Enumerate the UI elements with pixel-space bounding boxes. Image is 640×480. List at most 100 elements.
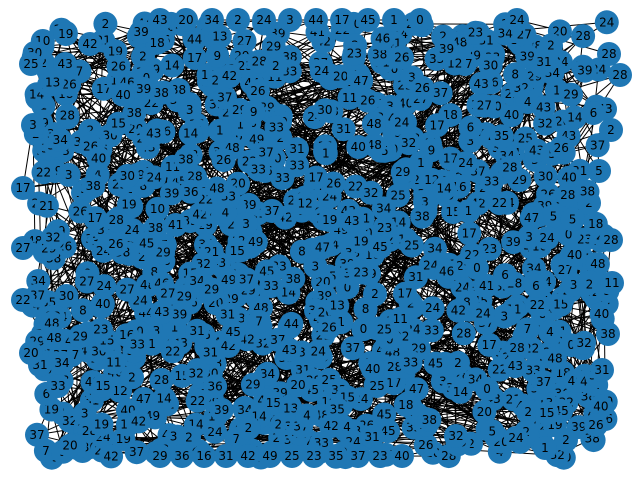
- graph-node: 37: [124, 440, 149, 465]
- graph-node: 23: [463, 20, 488, 45]
- graph-node: 22: [31, 160, 56, 185]
- graph-node: 6: [523, 273, 548, 298]
- node-label: 37: [129, 445, 144, 459]
- graph-node: 30: [312, 98, 337, 123]
- graph-node: 42: [446, 298, 471, 323]
- node-label: 2: [185, 430, 193, 444]
- graph-node: 24: [471, 301, 496, 326]
- node-label: 17: [462, 226, 477, 240]
- graph-node: 26: [245, 79, 270, 104]
- node-label: 18: [398, 398, 413, 412]
- graph-node: 38: [173, 147, 198, 172]
- node-label: 28: [560, 188, 575, 202]
- graph-node: 28: [571, 24, 596, 49]
- graph-node: 39: [209, 397, 234, 422]
- graph-node: 37: [25, 422, 49, 447]
- node-label: 22: [165, 344, 180, 358]
- node-label: 10: [150, 202, 165, 216]
- node-label: 33: [424, 323, 439, 337]
- graph-node: 26: [410, 75, 435, 100]
- node-label: 3: [311, 259, 319, 273]
- node-label: 28: [575, 29, 590, 43]
- node-label: 1: [148, 337, 156, 351]
- graph-node: 29: [559, 82, 583, 107]
- node-label: 31: [189, 324, 204, 338]
- graph-node: 2: [120, 365, 144, 390]
- node-label: 35: [330, 403, 345, 417]
- graph-node: 5: [480, 419, 505, 444]
- node-label: 17: [482, 338, 497, 352]
- graph-node: 48: [205, 176, 229, 201]
- graph-node: 24: [142, 165, 167, 190]
- node-label: 26: [111, 60, 126, 74]
- node-label: 40: [365, 362, 380, 376]
- graph-node: 18: [393, 392, 418, 417]
- node-label: 20: [333, 69, 348, 83]
- node-label: 47: [354, 74, 369, 88]
- node-label: 19: [58, 27, 73, 41]
- node-label: 24: [394, 116, 409, 130]
- node-label: 0: [360, 322, 368, 336]
- node-label: 24: [425, 301, 440, 315]
- graph-node: 22: [160, 339, 185, 364]
- graph-node: 20: [286, 373, 310, 398]
- graph-node: 45: [134, 231, 159, 256]
- node-label: 40: [504, 108, 519, 122]
- node-label: 3: [65, 168, 73, 182]
- node-label: 9: [213, 49, 221, 63]
- graph-node: 9: [205, 43, 230, 68]
- node-label: 2: [272, 59, 280, 73]
- node-label: 39: [214, 403, 229, 417]
- node-label: 27: [120, 283, 135, 297]
- node-label: 33: [264, 279, 279, 293]
- graph-node: 34: [423, 236, 447, 261]
- graph-node: 35: [325, 397, 350, 422]
- graph-node: 26: [211, 148, 236, 173]
- node-label: 3: [500, 310, 508, 324]
- node-label: 28: [154, 373, 169, 387]
- node-label: 2: [454, 356, 462, 370]
- node-label: 31: [365, 430, 380, 444]
- graph-node: 33: [264, 115, 289, 140]
- node-label: 31: [203, 346, 218, 360]
- node-label: 43: [474, 77, 489, 91]
- node-label: 24: [147, 170, 162, 184]
- graph-node: 28: [451, 321, 476, 346]
- node-label: 32: [45, 231, 60, 245]
- node-label: 43: [344, 214, 359, 228]
- graph-node: 4: [537, 319, 562, 344]
- graph-node: 15: [106, 111, 131, 136]
- node-label: 34: [427, 242, 442, 256]
- node-label: 1: [216, 124, 224, 138]
- node-label: 48: [366, 117, 381, 131]
- graph-node: 6: [458, 115, 483, 140]
- node-label: 4: [546, 325, 554, 339]
- graph-node: 37: [234, 267, 259, 292]
- graph-node: 34: [50, 350, 74, 375]
- graph-node: 15: [534, 401, 559, 426]
- graph-node: 29: [390, 160, 415, 185]
- graph-node: 28: [149, 368, 174, 392]
- node-label: 15: [539, 406, 554, 420]
- graph-node: 1: [313, 141, 338, 166]
- node-label: 48: [209, 182, 224, 196]
- node-label: 5: [488, 424, 496, 438]
- graph-node: 35: [489, 124, 514, 149]
- node-label: 28: [60, 109, 75, 123]
- graph-node: 23: [349, 260, 374, 285]
- node-label: 17: [187, 51, 202, 65]
- node-label: 37: [239, 272, 254, 286]
- graph-node: 42: [217, 64, 242, 89]
- node-label: 14: [567, 110, 582, 124]
- node-label: 26: [418, 438, 433, 452]
- graph-node: 3: [492, 304, 517, 329]
- node-label: 27: [477, 99, 492, 113]
- graph-node: 1: [456, 199, 481, 224]
- node-label: 5: [595, 164, 603, 178]
- graph-node: 46: [434, 259, 459, 284]
- node-label: 4: [524, 95, 532, 109]
- node-label: 9: [250, 105, 258, 119]
- node-label: 18: [588, 217, 603, 231]
- graph-node: 39: [434, 37, 459, 62]
- node-label: 8: [511, 67, 519, 81]
